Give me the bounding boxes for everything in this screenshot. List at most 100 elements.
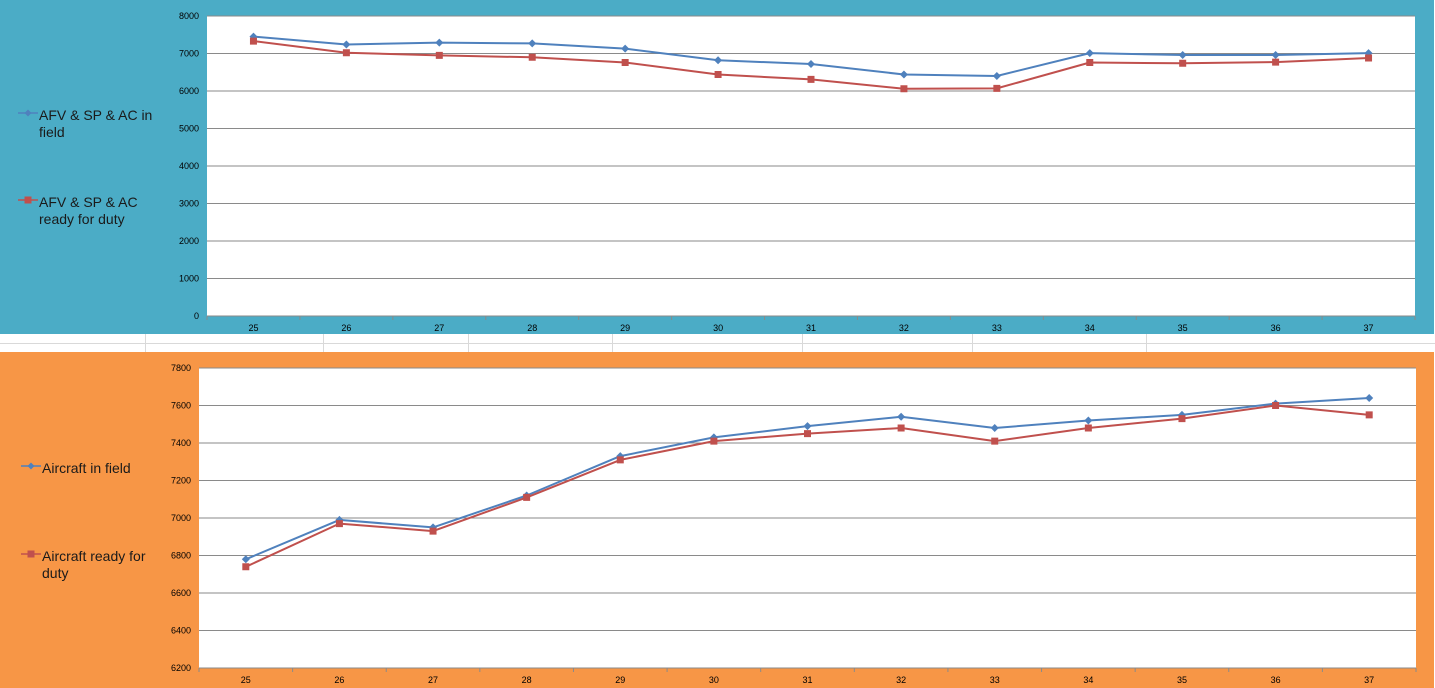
sheet-gridline	[972, 334, 973, 354]
x-tick-label: 27	[434, 323, 444, 333]
data-point-square	[1179, 59, 1187, 67]
sheet-gridline	[1146, 334, 1147, 354]
data-point-square	[807, 75, 815, 83]
y-tick-label: 1000	[179, 274, 199, 284]
data-point-square	[1272, 58, 1280, 66]
x-tick-label: 31	[806, 323, 816, 333]
afv-line-chart: 0 1000 2000 3000 4000 5000 6000 7000 8000 25 26 27 2…	[179, 11, 1416, 333]
y-tick-label: 7000	[171, 513, 191, 523]
data-point-square	[1272, 402, 1280, 409]
sheet-gridline	[323, 334, 324, 354]
y-tick-label: 0	[194, 311, 199, 321]
data-point-diamond	[1178, 51, 1187, 59]
x-tick-label: 33	[992, 323, 1002, 333]
x-tick-label: 29	[620, 323, 630, 333]
data-point-square	[435, 51, 443, 59]
y-tick-label: 6400	[171, 626, 191, 636]
x-tick-label: 35	[1178, 323, 1188, 333]
y-tick-label: 8000	[179, 11, 199, 21]
x-tick-label: 29	[615, 675, 625, 685]
data-point-square	[714, 71, 722, 78]
diamond-marker-icon	[18, 109, 38, 117]
legend-label: AFV & SP & AC in field	[39, 107, 153, 140]
legend-label: Aircraft in field	[42, 460, 131, 476]
y-tick-label: 3000	[179, 199, 199, 209]
x-tick-label: 26	[341, 323, 351, 333]
sheet-gridline	[468, 334, 469, 354]
data-point-square	[897, 424, 905, 432]
data-point-square	[1084, 424, 1092, 432]
sheet-gridline	[802, 334, 803, 354]
data-point-diamond	[241, 555, 250, 564]
data-point-square	[1365, 54, 1373, 62]
data-point-diamond	[1085, 49, 1094, 58]
x-tick-label: 34	[1085, 323, 1095, 333]
y-tick-label: 6000	[179, 86, 199, 96]
y-tick-label: 4000	[179, 161, 199, 171]
data-point-square	[616, 456, 624, 464]
y-tick-label: 5000	[179, 124, 199, 134]
data-point-square	[528, 53, 536, 61]
data-point-square	[242, 563, 250, 571]
sheet-gridline	[612, 334, 613, 354]
legend-item-aircraft-ready: Aircraft ready for duty	[21, 548, 171, 582]
data-point-square	[991, 437, 999, 445]
y-tick-label: 6200	[171, 663, 191, 673]
y-tick-label: 7200	[171, 476, 191, 486]
sheet-gridline	[0, 343, 1435, 344]
data-point-diamond	[990, 424, 999, 432]
data-point-diamond	[803, 422, 812, 431]
x-tick-label: 26	[334, 675, 344, 685]
data-point-diamond	[899, 70, 908, 79]
x-tick-label: 36	[1271, 675, 1281, 685]
sheet-gridline	[145, 334, 146, 354]
legend-item-aircraft-in-field: Aircraft in field	[21, 460, 171, 477]
data-point-square	[804, 430, 811, 438]
x-tick-label: 37	[1364, 675, 1374, 685]
x-tick-label: 32	[899, 323, 909, 333]
aircraft-chart-panel[interactable]: 6200 6400 6600 6800 7000 7200 7400 7600 7800 25 26…	[0, 352, 1434, 688]
data-point-square	[621, 59, 629, 66]
y-tick-label: 7800	[171, 363, 191, 373]
data-point-diamond	[807, 60, 815, 68]
data-point-diamond	[1271, 51, 1280, 59]
x-tick-label: 30	[709, 675, 719, 685]
data-point-square	[335, 520, 343, 528]
y-tick-label: 7400	[171, 438, 191, 448]
data-point-square	[900, 85, 908, 93]
y-tick-label: 2000	[179, 236, 199, 246]
x-tick-label: 32	[896, 675, 906, 685]
legend-item-afv-in-field: AFV & SP & AC in field	[18, 107, 168, 141]
legend-label: AFV & SP & AC ready for duty	[39, 194, 138, 227]
data-point-square	[342, 49, 350, 57]
x-tick-label: 31	[802, 675, 812, 685]
data-point-diamond	[897, 412, 906, 421]
data-point-square	[993, 84, 1001, 92]
data-point-diamond	[1365, 394, 1374, 402]
y-tick-label: 7600	[171, 401, 191, 411]
x-tick-label: 27	[428, 675, 438, 685]
data-point-diamond	[342, 40, 351, 49]
y-tick-label: 7000	[179, 49, 199, 59]
x-tick-label: 28	[527, 323, 537, 333]
data-point-square	[429, 527, 437, 535]
data-point-square	[249, 37, 257, 45]
data-point-square	[523, 493, 531, 501]
y-tick-label: 6800	[171, 551, 191, 561]
x-tick-label: 25	[248, 323, 258, 333]
data-point-square	[1365, 411, 1373, 419]
y-tick-label: 6600	[171, 588, 191, 598]
legend-item-afv-ready: AFV & SP & AC ready for duty	[18, 194, 168, 228]
x-tick-label: 34	[1083, 675, 1093, 685]
afv-chart-panel[interactable]: 0 1000 2000 3000 4000 5000 6000 7000 8000 25 26 27 2…	[0, 0, 1434, 334]
x-tick-label: 37	[1364, 323, 1374, 333]
square-marker-icon	[21, 550, 41, 558]
x-tick-label: 36	[1271, 323, 1281, 333]
data-point-diamond	[992, 72, 1001, 80]
data-point-diamond	[528, 39, 537, 48]
x-tick-label: 25	[241, 675, 251, 685]
x-tick-label: 33	[990, 675, 1000, 685]
data-point-diamond	[621, 44, 630, 53]
x-tick-label: 35	[1177, 675, 1187, 685]
data-point-square	[710, 437, 718, 445]
